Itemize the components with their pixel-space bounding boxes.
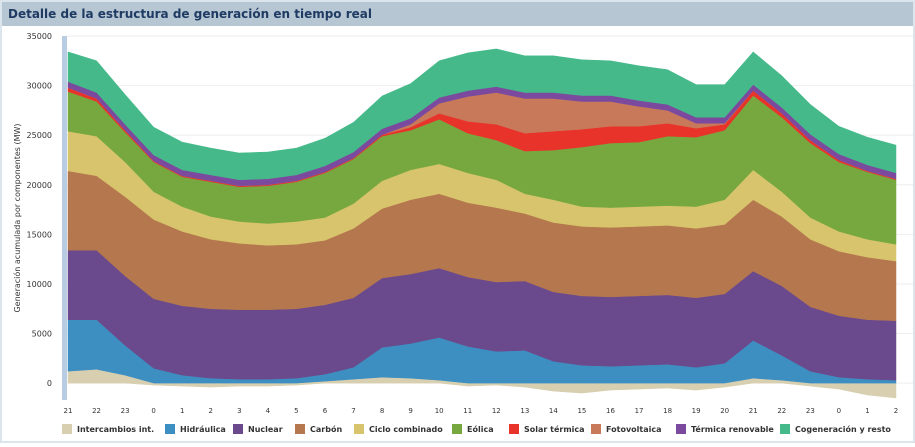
x-tick-label: 7 [351,407,355,415]
x-tick-label: 0 [151,407,155,415]
x-tick-label: 16 [606,407,615,415]
legend-label: Cogeneración y resto [795,424,891,434]
y-tick-label: 15000 [27,230,52,239]
header-bar [2,2,913,26]
x-tick-label: 18 [663,407,672,415]
range-slider[interactable] [62,36,67,400]
legend-label: Intercambios int. [77,425,154,434]
legend-swatch [591,424,601,434]
x-tick-label: 6 [323,407,328,415]
legend-swatch [780,424,790,434]
x-tick-label: 14 [549,407,558,415]
area [67,48,897,181]
x-tick-label: 1 [865,407,869,415]
legend-item[interactable]: Solar térmica [509,424,585,434]
x-tick-label: 22 [777,407,786,415]
legend-label: Solar térmica [524,424,585,434]
x-tick-label: 5 [294,407,298,415]
chart-title: Detalle de la estructura de generación e… [8,7,372,21]
x-tick-label: 10 [435,407,444,415]
legend-label: Fotovoltaica [606,425,662,434]
legend-swatch [165,424,175,434]
x-tick-label: 21 [64,407,73,415]
x-tick-label: 17 [635,407,644,415]
x-tick-label: 23 [121,407,130,415]
x-tick-label: 2 [894,407,898,415]
legend-item[interactable]: Hidráulica [165,424,226,434]
y-tick-label: 5000 [32,330,52,339]
x-tick-label: 4 [266,407,271,415]
x-tick-label: 0 [837,407,841,415]
legend-item[interactable]: Ciclo combinado [354,424,443,434]
legend-swatch [676,424,686,434]
legend-label: Eólica [467,424,494,434]
legend-item[interactable]: Carbón [295,424,342,434]
legend-label: Nuclear [248,425,283,434]
x-tick-label: 2 [209,407,213,415]
legend-label: Térmica renovable [691,424,774,434]
y-tick-label: 0 [47,379,52,388]
legend-item[interactable]: Fotovoltaica [591,424,662,434]
legend-label: Ciclo combinado [369,425,443,434]
legend-swatch [295,424,305,434]
y-tick-label: 25000 [27,131,52,140]
x-tick-label: 20 [720,407,729,415]
y-tick-label: 30000 [27,82,52,91]
legend-swatch [233,424,243,434]
y-tick-label: 10000 [27,280,52,289]
x-tick-label: 12 [492,407,501,415]
x-tick-label: 11 [463,407,472,415]
legend-swatch [62,424,72,434]
legend-item[interactable]: Cogeneración y resto [780,424,891,434]
legend-item[interactable]: Térmica renovable [676,424,774,434]
x-tick-label: 9 [408,407,412,415]
x-tick-label: 23 [806,407,815,415]
y-axis-label: Generación acumulada por componentes (MW… [12,123,22,312]
legend-item[interactable]: Eólica [452,424,494,434]
y-tick-label: 35000 [27,32,52,41]
x-tick-label: 19 [692,407,701,415]
legend-item[interactable]: Intercambios int. [62,424,154,434]
legend-swatch [509,424,519,434]
legend-label: Hidráulica [180,425,226,434]
x-tick-label: 22 [92,407,101,415]
legend-swatch [354,424,364,434]
x-tick-label: 3 [237,407,241,415]
x-tick-label: 1 [180,407,184,415]
x-tick-label: 8 [380,407,384,415]
legend-item[interactable]: Nuclear [233,424,283,434]
y-tick-label: 20000 [27,181,52,190]
legend-label: Carbón [310,424,342,434]
legend-swatch [452,424,462,434]
x-tick-label: 13 [520,407,529,415]
x-tick-label: 15 [577,407,586,415]
x-tick-label: 21 [749,407,758,415]
